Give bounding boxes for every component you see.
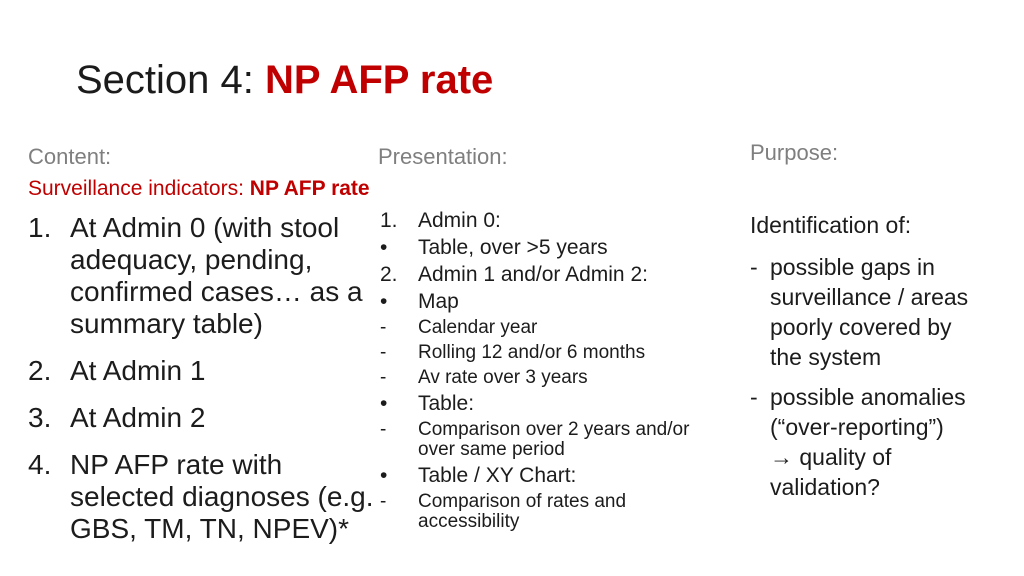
slide-title-highlight: NP AFP rate [265, 58, 494, 102]
list-item-text: Map [418, 290, 459, 313]
list-item-text: NP AFP rate with selected diagnoses (e.g… [70, 449, 374, 544]
list-item-number: 1. [28, 212, 52, 243]
content-subtitle-prefix: Surveillance indicators: [28, 177, 250, 200]
list-item-bullet: • [380, 392, 388, 415]
list-item-text: possible anomalies (“over-reporting”) → … [770, 384, 966, 500]
list-item-bullet: • [380, 464, 388, 487]
presentation-list: 1. Admin 0: • Table, over >5 years 2. Ad… [380, 210, 720, 537]
list-item-text: At Admin 0 (with stool adequacy, pending… [70, 212, 363, 339]
content-subtitle-highlight: NP AFP rate [249, 177, 370, 200]
list-item: 2. At Admin 1 [28, 355, 398, 387]
list-item-number: 3. [28, 402, 52, 433]
list-item-number: 2. [28, 355, 52, 386]
list-item-text: Comparison of rates and accessibility [418, 491, 627, 532]
list-item-dash: - [380, 342, 387, 363]
list-item-text: possible gaps in surveillance / areas po… [770, 254, 969, 370]
list-item: - Comparison over 2 years and/or over sa… [380, 420, 720, 460]
list-item-bullet: • [380, 236, 388, 259]
list-item: • Map [380, 291, 720, 313]
list-item-dash: - [380, 491, 387, 512]
list-item: 1. At Admin 0 (with stool adequacy, pend… [28, 212, 398, 340]
list-item-dash: - [380, 317, 387, 338]
list-item: - Calendar year [380, 318, 720, 338]
slide-title-prefix: Section 4: [76, 58, 266, 102]
list-item-text: Table / XY Chart: [418, 464, 577, 487]
list-item-text: Admin 0: [418, 209, 501, 232]
list-item-dash: - [380, 367, 387, 388]
list-item: • Table: [380, 393, 720, 415]
list-item: • Table, over >5 years [380, 237, 720, 259]
purpose-block: Identification of: - possible gaps in su… [750, 210, 1005, 512]
list-item: 4. NP AFP rate with selected diagnoses (… [28, 449, 398, 545]
list-item-text: Table, over >5 years [418, 236, 608, 259]
purpose-lead: Identification of: [750, 212, 912, 238]
list-item-text: At Admin 2 [70, 402, 206, 433]
purpose-column-header: Purpose: [750, 140, 839, 165]
list-item: • Table / XY Chart: [380, 465, 720, 487]
content-subtitle: Surveillance indicators: NP AFP rate [28, 176, 370, 202]
list-item: 2. Admin 1 and/or Admin 2: [380, 264, 720, 286]
list-item: - Comparison of rates and accessibility [380, 492, 720, 532]
list-item-text: Calendar year [418, 317, 538, 338]
list-item-dash: - [750, 384, 758, 410]
list-item-number: 1. [380, 209, 398, 232]
list-item-text: Table: [418, 392, 475, 415]
slide-title: Section 4: NP AFP rate [76, 56, 493, 104]
list-item: - Av rate over 3 years [380, 368, 720, 388]
content-column-header: Content: [28, 144, 112, 169]
list-item: - possible gaps in surveillance / areas … [750, 252, 1005, 372]
list-item-number: 2. [380, 263, 398, 286]
list-item-dash: - [380, 419, 387, 440]
list-item-bullet: • [380, 290, 388, 313]
presentation-column-header: Presentation: [378, 144, 508, 169]
list-item-text: Av rate over 3 years [418, 367, 588, 388]
list-item: - possible anomalies (“over-reporting”) … [750, 382, 1005, 502]
list-item-text: Admin 1 and/or Admin 2: [418, 263, 648, 286]
list-item: - Rolling 12 and/or 6 months [380, 343, 720, 363]
content-list: 1. At Admin 0 (with stool adequacy, pend… [28, 212, 398, 560]
list-item-text: At Admin 1 [70, 355, 206, 386]
list-item-text: Rolling 12 and/or 6 months [418, 342, 646, 363]
list-item: 1. Admin 0: [380, 210, 720, 232]
list-item: 3. At Admin 2 [28, 402, 398, 434]
list-item-text: Comparison over 2 years and/or over same… [418, 419, 690, 460]
list-item-dash: - [750, 254, 758, 280]
list-item-number: 4. [28, 449, 52, 480]
